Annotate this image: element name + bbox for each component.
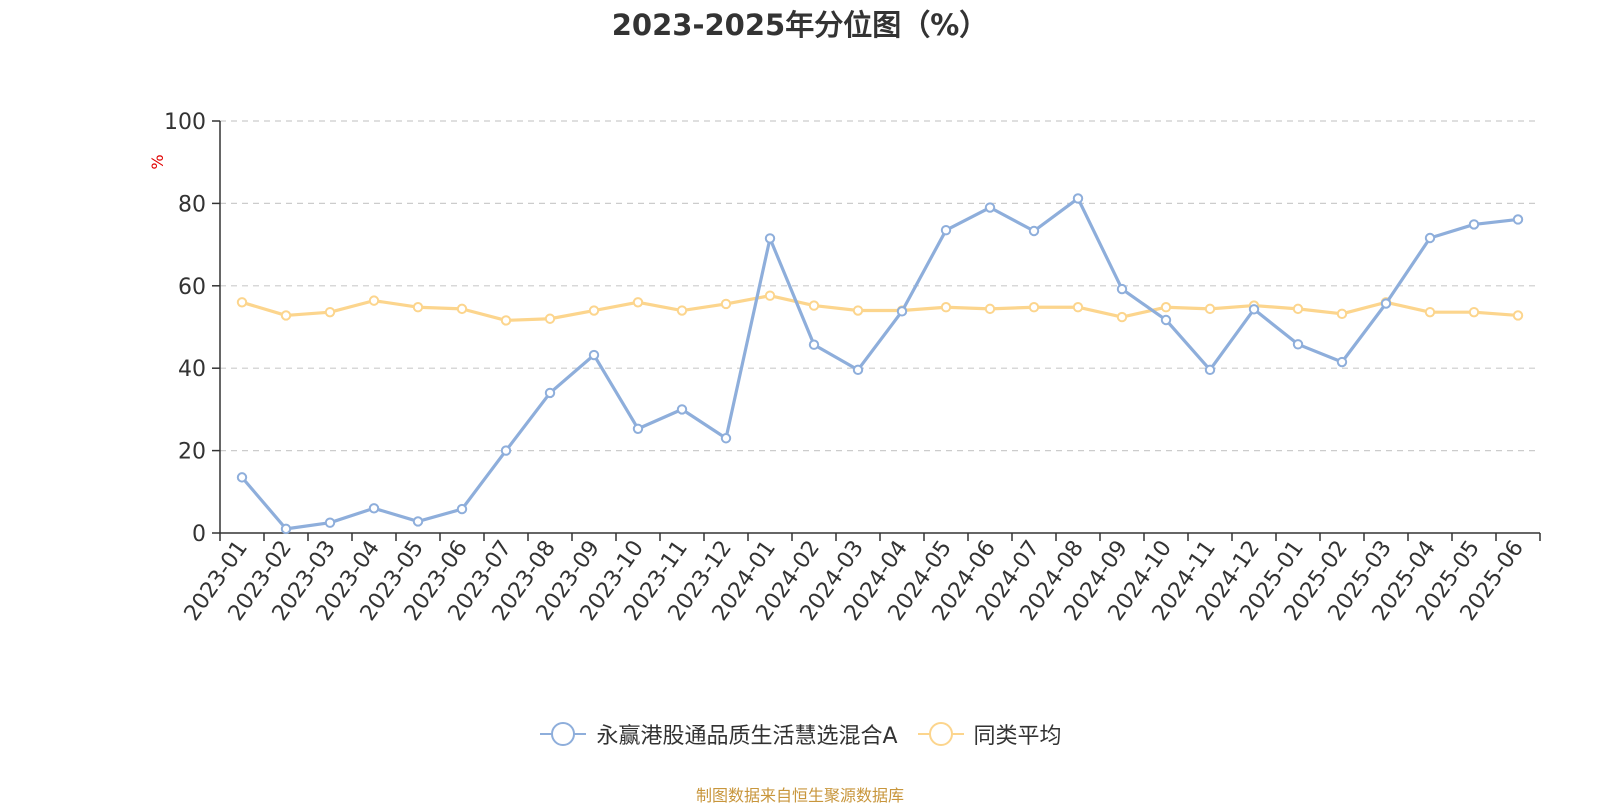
data-point: [456, 303, 468, 315]
data-point: [500, 445, 512, 456]
data-point: [544, 387, 556, 399]
legend-label: 同类平均: [973, 724, 1062, 749]
data-point: [324, 517, 336, 528]
data-point: [1336, 356, 1348, 368]
y-tick-label: 60: [178, 275, 206, 300]
data-point: [456, 503, 468, 515]
data-point: [632, 423, 644, 434]
y-axis-label: %: [148, 154, 167, 169]
data-point: [1336, 308, 1348, 320]
data-point: [368, 503, 380, 514]
data-point: [412, 302, 424, 313]
data-point: [1424, 232, 1436, 244]
data-point: [984, 202, 996, 213]
legend-label: 永赢港股通品质生活慧选混合A: [596, 724, 898, 749]
series-line: [240, 196, 1519, 531]
data-point: [280, 523, 292, 535]
data-point: [764, 233, 776, 244]
data-point: [236, 472, 248, 483]
y-tick-label: 80: [178, 192, 206, 217]
data-point: [1116, 311, 1128, 323]
data-point: [1160, 314, 1172, 326]
series-line: [241, 294, 1519, 323]
data-point: [896, 306, 908, 317]
grid-lines: [220, 120, 1540, 452]
data-point: [1072, 193, 1084, 204]
data-point: [1204, 364, 1216, 376]
data-point: [1248, 304, 1260, 315]
data-point: [940, 302, 952, 313]
data-point: [1028, 225, 1040, 237]
data-point: [1072, 302, 1084, 313]
data-point: [236, 297, 248, 308]
data-point: [808, 300, 820, 311]
data-point: [676, 404, 688, 415]
data-point: [1380, 298, 1392, 309]
data-point: [1512, 310, 1524, 321]
data-point: [808, 339, 820, 350]
y-tick-label: 40: [178, 357, 206, 382]
y-tick-label: 100: [164, 110, 206, 135]
y-tick-label: 20: [178, 440, 206, 465]
data-point: [852, 305, 864, 316]
data-point: [764, 290, 776, 301]
data-point: [632, 297, 644, 308]
data-point: [940, 224, 952, 236]
data-point: [720, 433, 732, 444]
legend-circle: [928, 722, 953, 746]
data-point: [368, 295, 380, 306]
data-point: [544, 313, 556, 324]
legend-marker-icon: [917, 722, 964, 746]
data-point: [1468, 306, 1480, 318]
data-point: [412, 516, 424, 527]
source-note: 制图数据来自恒生聚源数据库: [695, 786, 904, 805]
data-point: [984, 303, 996, 315]
data-point: [324, 306, 336, 318]
legend: 永赢港股通品质生活慧选混合A 同类平均: [0, 718, 1600, 750]
data-point: [1292, 339, 1304, 350]
series-lines: [236, 193, 1524, 535]
data-point: [1028, 302, 1040, 313]
data-point: [500, 315, 512, 326]
legend-item[interactable]: 永赢港股通品质生活慧选混合A: [538, 718, 898, 750]
data-point: [720, 298, 732, 310]
data-point: [1160, 302, 1172, 313]
legend-marker-icon: [540, 722, 587, 746]
data-point: [1468, 219, 1480, 230]
data-point: [1424, 306, 1436, 318]
data-point: [588, 349, 600, 361]
data-point: [1512, 214, 1524, 225]
data-point: [1292, 303, 1304, 315]
data-point: [1204, 303, 1216, 315]
data-point: [676, 305, 688, 316]
data-point: [588, 305, 600, 316]
data-point: [852, 364, 864, 376]
legend-circle: [551, 722, 576, 746]
data-point: [280, 310, 292, 321]
y-tick-label: 0: [192, 522, 206, 547]
chart-title: 2023-2025年分位图（%）: [611, 8, 989, 42]
legend-item[interactable]: 同类平均: [916, 718, 1062, 750]
data-point: [1116, 283, 1128, 295]
